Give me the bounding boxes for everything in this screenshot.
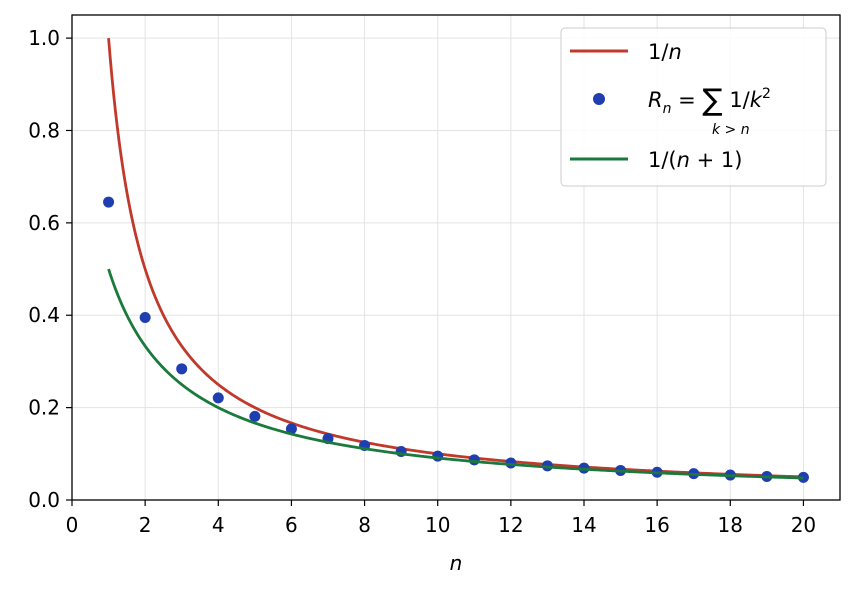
legend-label-remainder: Rn = ∑ 1/k2 xyxy=(648,83,771,118)
x-tick-label: 6 xyxy=(285,513,298,537)
legend-label-1-over-n: 1/n xyxy=(648,40,682,64)
x-tick-label: 8 xyxy=(358,513,371,537)
y-tick-label: 0.6 xyxy=(28,211,60,235)
y-tick-label: 0.2 xyxy=(28,396,60,420)
legend-sum-index: k > n xyxy=(712,122,750,138)
x-tick-label: 4 xyxy=(212,513,225,537)
y-tick-label: 0.8 xyxy=(28,118,60,142)
data-point xyxy=(212,392,224,404)
data-point xyxy=(432,450,444,462)
x-tick-label: 18 xyxy=(718,513,743,537)
x-tick-label: 2 xyxy=(139,513,152,537)
series-line-0 xyxy=(107,37,804,479)
x-tick-label: 12 xyxy=(498,513,523,537)
series-line-2 xyxy=(107,268,804,480)
data-point xyxy=(139,312,151,324)
y-tick-label: 0.0 xyxy=(28,488,60,512)
x-axis-label: n xyxy=(450,551,463,575)
legend-label-1-over-n-plus-1: 1/(n + 1) xyxy=(648,148,742,172)
y-tick-label: 0.4 xyxy=(28,303,60,327)
legend-box xyxy=(560,27,827,187)
legend-marker-remainder xyxy=(593,93,605,105)
x-tick-label: 14 xyxy=(571,513,596,537)
axis-ticks: 0 2 4 6 8 10 12 14 16 18 20 0.0 0.2 0.4 0.6 0.8 1.0 xyxy=(28,26,816,537)
x-tick-label: 10 xyxy=(425,513,450,537)
legend: 1/n Rn = ∑ 1/k2 k > n 1/(n + 1) xyxy=(560,27,827,187)
x-tick-label: 0 xyxy=(66,513,79,537)
data-point xyxy=(176,363,188,375)
y-tick-label: 1.0 xyxy=(28,26,60,50)
x-tick-label: 16 xyxy=(644,513,669,537)
plot-area xyxy=(103,37,809,483)
data-point xyxy=(103,196,115,208)
axes-frame xyxy=(71,14,841,501)
data-point xyxy=(285,423,297,435)
data-point xyxy=(249,410,261,422)
x-tick-label: 20 xyxy=(791,513,816,537)
